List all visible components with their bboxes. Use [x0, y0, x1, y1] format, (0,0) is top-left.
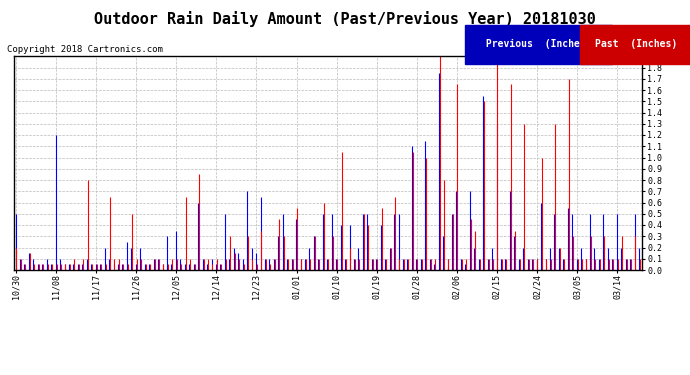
Text: Previous  (Inches): Previous (Inches)	[480, 39, 597, 50]
Text: Outdoor Rain Daily Amount (Past/Previous Year) 20181030: Outdoor Rain Daily Amount (Past/Previous…	[94, 11, 596, 27]
Text: Past  (Inches): Past (Inches)	[595, 39, 677, 50]
Text: Copyright 2018 Cartronics.com: Copyright 2018 Cartronics.com	[7, 45, 163, 54]
